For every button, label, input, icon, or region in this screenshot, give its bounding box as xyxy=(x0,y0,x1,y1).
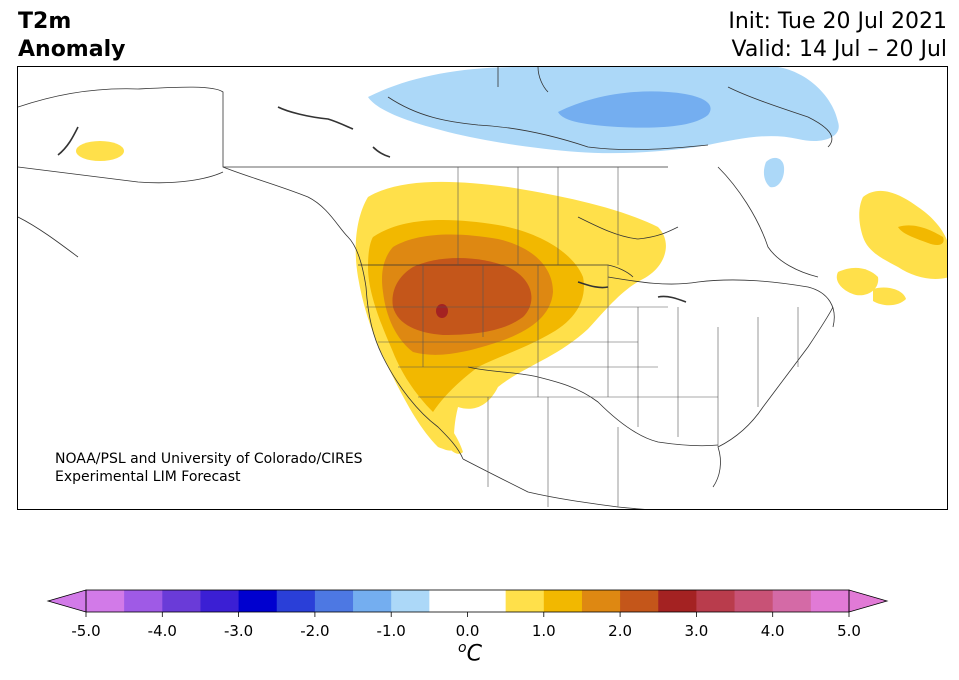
colorbar-box xyxy=(543,590,583,612)
warm-anomaly-core xyxy=(436,304,448,318)
colorbar-box xyxy=(620,590,659,612)
colorbar-under-arrow xyxy=(46,589,87,613)
colorbar-tick-label: 3.0 xyxy=(684,622,709,640)
colorbar-box xyxy=(734,590,774,612)
valid-range: Valid: 14 Jul – 20 Jul xyxy=(731,37,947,62)
init-date: Init: Tue 20 Jul 2021 xyxy=(728,9,947,34)
map-canvas xyxy=(18,67,947,509)
colorbar-tick-label: 2.0 xyxy=(608,622,633,640)
colorbar-tick-label: 0.0 xyxy=(455,622,480,640)
state-borders xyxy=(366,167,799,507)
lakes xyxy=(57,106,687,303)
colorbar-box xyxy=(276,590,316,612)
unit-degree: o xyxy=(458,640,467,656)
colorbar-box xyxy=(429,590,468,612)
credit-line-1: NOAA/PSL and University of Colorado/CIRE… xyxy=(55,451,363,467)
warm-anomaly-northeast-1 xyxy=(859,190,947,279)
colorbar-tick-label: -2.0 xyxy=(300,622,330,640)
colorbar-over-arrow xyxy=(848,589,889,613)
anomaly-map xyxy=(17,66,948,510)
warm-anomaly-maritimes xyxy=(836,267,879,296)
colorbar-tick-label: -4.0 xyxy=(147,622,177,640)
colorbar-box xyxy=(810,590,850,612)
colorbar-box xyxy=(124,590,163,612)
colorbar-tick-label: -1.0 xyxy=(376,622,406,640)
title-variable: T2m xyxy=(18,9,72,34)
colorbar-tick-label: -5.0 xyxy=(71,622,101,640)
warm-anomaly-alaska xyxy=(76,141,124,161)
credit-line-2: Experimental LIM Forecast xyxy=(55,469,241,485)
colorbar-ticks xyxy=(85,612,850,617)
colorbar-box xyxy=(238,590,278,612)
colorbar-box xyxy=(353,590,392,612)
unit-letter: C xyxy=(466,641,482,667)
colorbar-tick-label: 4.0 xyxy=(760,622,785,640)
warm-anomaly-nova-scotia xyxy=(873,287,906,306)
forecast-dates: Init: Tue 20 Jul 2021 Valid: 14 Jul – 20… xyxy=(728,8,947,64)
cool-anomaly-core xyxy=(558,91,711,128)
colorbar-box xyxy=(200,590,240,612)
colorbar-box xyxy=(696,590,736,612)
colorbar-box xyxy=(772,590,812,612)
warm-anomaly-baja xyxy=(436,417,463,454)
warm-anomaly-northeast-2 xyxy=(898,225,944,245)
colorbar-box xyxy=(658,590,697,612)
colorbar-box xyxy=(467,590,507,612)
colorbar-box xyxy=(391,590,430,612)
title-type: Anomaly xyxy=(18,37,126,62)
colorbar-tick-label: 1.0 xyxy=(531,622,556,640)
colorbar-unit: oC xyxy=(440,640,500,666)
colorbar-box xyxy=(162,590,201,612)
colorbar-box xyxy=(314,590,354,612)
colorbar-box xyxy=(505,590,545,612)
colorbar-box xyxy=(86,590,125,612)
warm-anomaly-west-4 xyxy=(392,258,532,335)
colorbar-boxes xyxy=(86,590,850,612)
cool-anomaly-east xyxy=(763,157,785,188)
colorbar-tick-label: -3.0 xyxy=(223,622,254,640)
map-title: T2m Anomaly xyxy=(18,8,125,64)
colorbar-box xyxy=(581,590,621,612)
credit-text: NOAA/PSL and University of Colorado/CIRE… xyxy=(55,450,363,486)
colorbar-tick-label: 5.0 xyxy=(837,622,861,640)
